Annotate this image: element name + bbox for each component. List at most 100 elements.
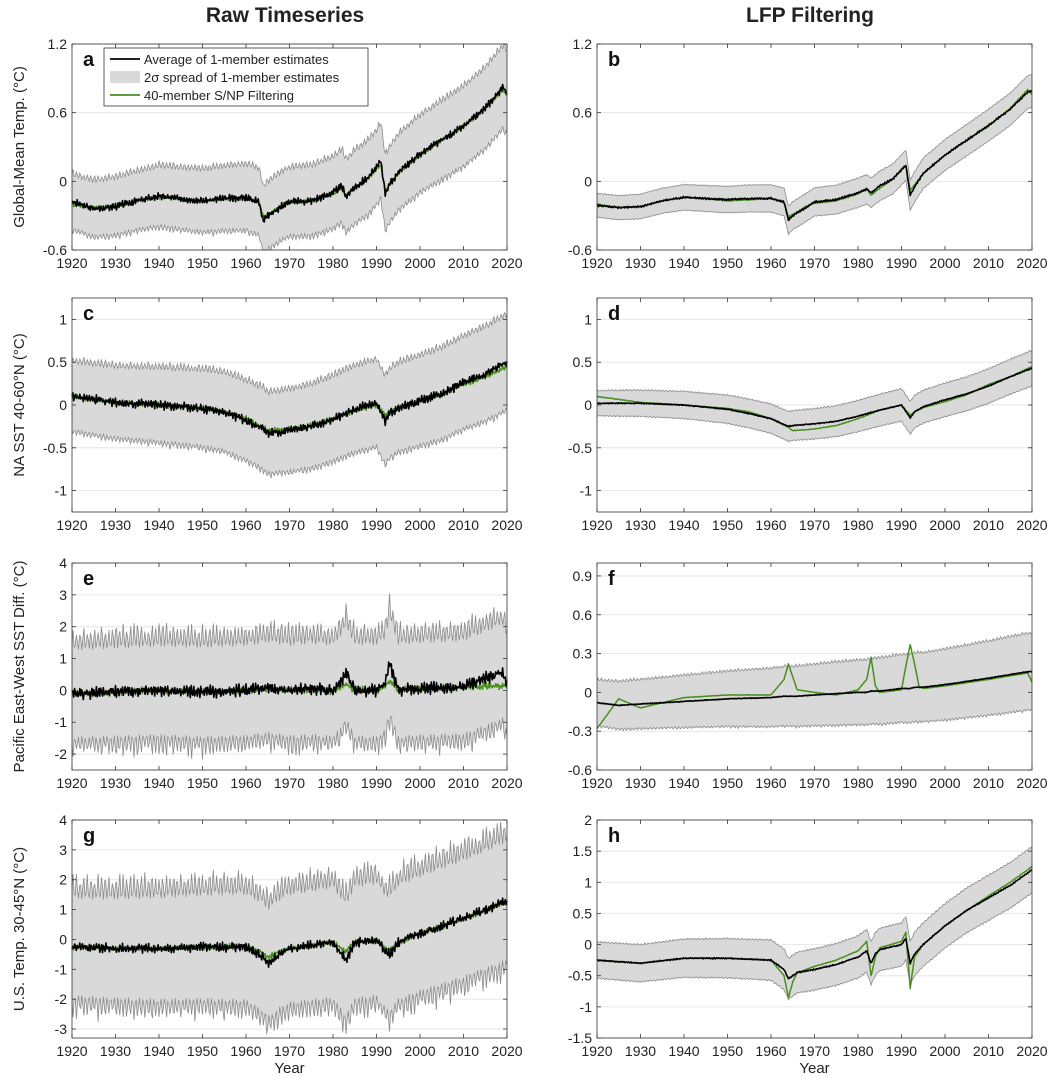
legend-spread-label: 2σ spread of 1-member estimates <box>144 70 340 85</box>
x-tick-label: 2010 <box>448 1043 479 1059</box>
x-tick-label: 1970 <box>274 1043 305 1059</box>
y-axis-label: NA SST 40-60°N (°C) <box>11 333 28 476</box>
spread-upper-edge <box>71 43 508 188</box>
spread-lower-edge <box>71 715 508 760</box>
x-tick-label: 1920 <box>581 517 612 533</box>
x-tick-label: 1970 <box>799 255 830 271</box>
x-tick-label: 1980 <box>842 255 873 271</box>
y-tick-label: 0.3 <box>573 646 593 662</box>
y-tick-label: -1 <box>55 961 68 977</box>
x-axis-label: Year <box>799 1060 829 1077</box>
y-axis-label: Global-Mean Temp. (°C) <box>11 66 28 228</box>
x-tick-label: 1940 <box>143 775 174 791</box>
x-tick-label: 1960 <box>230 775 261 791</box>
panel-letter: g <box>83 825 95 847</box>
y-tick-label: 1 <box>59 651 67 667</box>
legend: Average of 1-member estimates 2σ spread o… <box>103 47 369 107</box>
panel-letter: d <box>608 303 620 325</box>
x-tick-label: 1920 <box>56 255 87 271</box>
series-average-line <box>71 897 508 968</box>
x-tick-label: 1940 <box>668 517 699 533</box>
x-tick-label: 1930 <box>100 255 131 271</box>
panel-d: 1920 1930 1940 1950 1960 1970 1980 1990 2000 2010… <box>568 297 1048 533</box>
x-tick-label: 2010 <box>973 1043 1004 1059</box>
series-average-line <box>596 89 1033 222</box>
x-tick-label: 1920 <box>581 1043 612 1059</box>
y-tick-label: -0.3 <box>568 723 592 739</box>
x-tick-label: 1970 <box>274 517 305 533</box>
x-tick-label: 1920 <box>56 775 87 791</box>
x-tick-label: 2020 <box>1016 255 1047 271</box>
spread-upper-edge <box>71 821 508 910</box>
column-title-lfp: LFP Filtering <box>746 4 874 27</box>
x-tick-label: 1990 <box>361 1043 392 1059</box>
x-tick-label: 2010 <box>448 517 479 533</box>
x-tick-label: 1980 <box>842 775 873 791</box>
x-tick-label: 1960 <box>755 517 786 533</box>
y-tick-label: -0.5 <box>568 968 592 984</box>
x-tick-label: 1960 <box>230 1043 261 1059</box>
y-tick-label: -0.5 <box>43 440 67 456</box>
x-tick-label: 1920 <box>581 775 612 791</box>
panel-letter: h <box>608 825 620 847</box>
x-tick-label: 2000 <box>404 517 435 533</box>
y-tick-label: -0.5 <box>568 440 592 456</box>
panel-letter: f <box>608 568 615 590</box>
x-tick-label: 1940 <box>668 775 699 791</box>
y-tick-label: -0.6 <box>43 242 67 258</box>
y-axis-label: Pacific East-West SST Diff. (°C) <box>11 561 28 773</box>
x-tick-label: 1930 <box>100 517 131 533</box>
x-tick-label: 1980 <box>317 255 348 271</box>
series-average-line <box>71 361 508 438</box>
y-tick-label: 0 <box>59 173 67 189</box>
y-tick-label: 0.9 <box>573 568 593 584</box>
panel-letter: a <box>83 49 95 71</box>
spread-upper-edge <box>71 311 508 397</box>
panel-letter: b <box>608 49 620 71</box>
spread-upper-edge <box>596 74 1033 207</box>
x-tick-label: 1930 <box>625 775 656 791</box>
spread-upper-edge <box>596 631 1033 684</box>
y-tick-label: 0.6 <box>573 105 593 121</box>
series-average-line <box>71 83 508 223</box>
x-tick-label: 1990 <box>886 517 917 533</box>
x-tick-label: 1920 <box>581 255 612 271</box>
x-tick-label: 1950 <box>187 255 218 271</box>
y-tick-label: 0.6 <box>48 105 68 121</box>
x-tick-label: 1980 <box>317 1043 348 1059</box>
x-tick-label: 1940 <box>143 517 174 533</box>
panel-g: 1920 1930 1940 1950 1960 1970 1980 1990 2000 2010… <box>11 812 523 1077</box>
x-tick-label: 1970 <box>799 775 830 791</box>
y-tick-label: 0.5 <box>573 354 593 370</box>
x-tick-label: 2010 <box>448 255 479 271</box>
x-tick-label: 2020 <box>1016 1043 1047 1059</box>
spread-band <box>72 593 507 760</box>
spread-lower-edge <box>596 708 1033 732</box>
y-tick-label: -2 <box>55 991 68 1007</box>
legend-spread-swatch <box>110 71 140 83</box>
x-tick-label: 1940 <box>143 1043 174 1059</box>
spread-lower-edge <box>596 106 1033 236</box>
spread-lower-edge <box>596 385 1033 443</box>
spread-lower-edge <box>71 960 508 1035</box>
y-tick-label: 4 <box>59 812 67 828</box>
x-tick-label: 1930 <box>625 255 656 271</box>
x-tick-label: 2020 <box>491 1043 522 1059</box>
spread-lower-edge <box>596 892 1033 1001</box>
x-tick-label: 1990 <box>361 775 392 791</box>
y-tick-label: 0 <box>584 173 592 189</box>
y-tick-label: -3 <box>55 1021 68 1037</box>
y-tick-label: 1.5 <box>573 843 593 859</box>
spread-band <box>597 632 1032 731</box>
x-tick-label: 1990 <box>886 775 917 791</box>
panel-letter: c <box>83 303 94 325</box>
y-tick-label: 1 <box>59 902 67 918</box>
y-tick-label: 0.5 <box>573 905 593 921</box>
x-tick-label: 2000 <box>404 775 435 791</box>
x-axis-label: Year <box>274 1060 304 1077</box>
panel-b: 1920 1930 1940 1950 1960 1970 1980 1990 2000 2010… <box>568 36 1048 271</box>
x-tick-label: 2010 <box>448 775 479 791</box>
x-tick-label: 2020 <box>491 255 522 271</box>
spread-band <box>72 312 507 478</box>
